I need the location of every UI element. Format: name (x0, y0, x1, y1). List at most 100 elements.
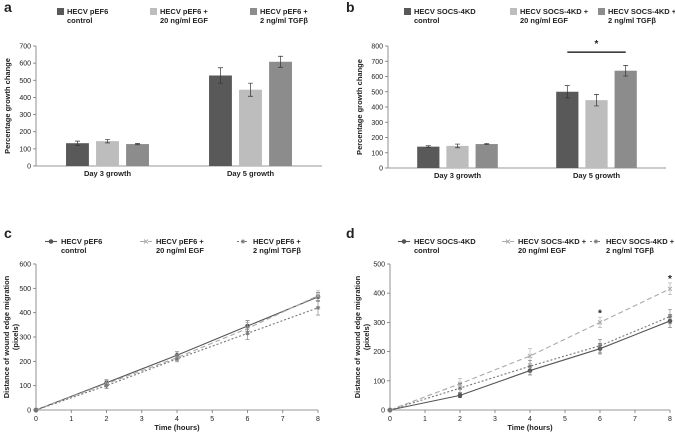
panel-a-errorbar-0-0 (74, 140, 80, 146)
panel-d-legend-marker-0 (401, 239, 407, 244)
panel-a-ytick-label-6: 600 (19, 61, 31, 68)
panel-c-legend-line1-2: HECV pEF6 + (253, 237, 301, 246)
panel-d-series-line-2 (389, 316, 671, 411)
panel-d-point-2-0 (387, 407, 393, 413)
panel-b-errorbar-0-1 (455, 143, 460, 149)
panel-d-point-2-2 (527, 364, 533, 369)
panel-c-ytick-label-5: 500 (19, 286, 31, 293)
panel-d-ytick-label-0: 0 (381, 408, 385, 415)
panel-c-xtick-label-6: 6 (246, 416, 250, 423)
panel-c-legend-marker-0 (48, 239, 54, 244)
panel-d-xtick-label-6: 6 (598, 416, 602, 423)
panel-c-xtick-label-5: 5 (210, 416, 214, 423)
panel-a-ytick-label-5: 500 (19, 78, 31, 85)
panel-c-point-2-1 (104, 383, 109, 388)
panel-b-legend-line2-1: 20 ng/ml EGF (520, 16, 568, 25)
panel-c-point-2-3 (245, 331, 250, 336)
panel-b-label: b (346, 0, 355, 15)
panel-b-errorbar-1-2 (623, 65, 629, 77)
panel-c-legend-line1-1: HECV pEF6 + (156, 237, 204, 246)
panel-d-legend-line2-2: 2 ng/ml TGFβ (606, 246, 654, 255)
panel-d-xtick-label-7: 7 (633, 416, 637, 423)
panel-d-ytick-label-3: 300 (373, 320, 385, 327)
panel-a-bar-1-2 (269, 61, 292, 167)
panel-d-point-2-1 (457, 385, 463, 391)
panel-a-category-label-1: Day 5 growth (227, 169, 275, 178)
panel-b-category-label-0: Day 3 growth (434, 171, 482, 180)
panel-b-ytick-label-8: 800 (371, 44, 383, 51)
panel-d-legend-line2-1: 20 ng/ml EGF (518, 246, 566, 255)
panel-c-ytick-label-6: 600 (19, 262, 31, 269)
panel-b-errorbar-0-0 (425, 145, 431, 148)
panel-b-errorbar-1-0 (564, 85, 570, 99)
panel-a-legend-swatch-1 (150, 8, 157, 15)
panel-b-legend-swatch-0 (404, 8, 411, 15)
panel-d-point-1-2 (527, 353, 533, 359)
panel-a-legend-line2-0: control (67, 16, 92, 25)
panel-c-point-2-4 (315, 305, 321, 310)
panel-d-legend-line1-1: HECV SOCS-4KD + (518, 237, 587, 246)
panel-d-xtick-label-5: 5 (563, 416, 567, 423)
panel-b-legend-swatch-1 (510, 8, 517, 15)
panel-c-label: c (4, 225, 12, 241)
panel-d-legend-line1-2: HECV SOCS-4KD + (606, 237, 675, 246)
panel-c-ytick-label-2: 200 (19, 359, 31, 366)
panel-c-point-2-2 (174, 356, 180, 362)
panel-c-xlabel: Time (hours) (154, 423, 200, 432)
panel-c-xtick-label-2: 2 (105, 416, 109, 423)
panel-a-legend-swatch-0 (57, 8, 64, 15)
panel-c-xtick-label-4: 4 (175, 416, 179, 423)
panel-d-legend-line2-0: control (414, 246, 439, 255)
panel-b-ylabel: Percentage growth change (355, 59, 364, 155)
panel-c-xtick-label-3: 3 (140, 416, 144, 423)
panel-a-category-label-0: Day 3 growth (84, 169, 132, 178)
panel-d-significance-star-1: * (668, 274, 672, 285)
panel-c-point-1-4 (315, 293, 321, 298)
panel-b-ytick-label-2: 200 (371, 135, 383, 142)
panel-c-xtick-label-1: 1 (69, 416, 73, 423)
panel-d-xtick-label-0: 0 (388, 416, 392, 423)
panel-a-label: a (4, 0, 12, 15)
panel-b-legend-line2-0: control (414, 16, 439, 25)
panel-b-category-label-1: Day 5 growth (573, 171, 621, 180)
panel-b-legend-swatch-2 (598, 8, 605, 15)
panel-b-ytick-label-4: 400 (371, 105, 383, 112)
panel-a-legend-line2-1: 20 ng/ml EGF (160, 16, 208, 25)
panel-b-ytick-label-5: 500 (371, 89, 383, 96)
panel-b-ytick-label-0: 0 (379, 166, 383, 173)
panel-c-legend-marker-1 (143, 239, 149, 244)
panel-a-legend-line2-2: 2 ng/ml TGFβ (260, 16, 308, 25)
panel-b-legend-line1-0: HECV SOCS-4KD (414, 7, 476, 16)
panel-d-xtick-label-4: 4 (528, 416, 532, 423)
panel-d-legend-marker-1 (505, 239, 511, 244)
panel-c-ytick-label-0: 0 (27, 408, 31, 415)
panel-d-point-1-3 (597, 320, 603, 325)
panel-c-ylabel-line1: Distance of wound edge migration (2, 275, 11, 398)
panel-a-ytick-label-2: 200 (19, 129, 31, 136)
panel-c-series-line-1 (35, 295, 319, 411)
panel-a-errorbar-1-0 (217, 67, 223, 84)
panel-a-ytick-label-0: 0 (27, 164, 31, 171)
panel-a-ytick-label-1: 100 (19, 146, 31, 153)
panel-c-legend-line1-0: HECV pEF6 (61, 237, 102, 246)
panel-d-point-0-1 (457, 393, 463, 398)
panel-d-ytick-label-4: 400 (373, 291, 385, 298)
panel-d-xlabel: Time (hours) (507, 423, 553, 432)
panel-d-xtick-label-1: 1 (423, 416, 427, 423)
panel-a-legend-line1-1: HECV pEF6 + (160, 7, 208, 16)
panel-a-ytick-label-4: 400 (19, 95, 31, 102)
panel-a-bar-1-1 (239, 89, 262, 166)
panel-c-ytick-label-3: 300 (19, 335, 31, 342)
panel-d-series-line-1 (389, 288, 671, 411)
panel-d-ytick-label-2: 200 (373, 349, 385, 356)
panel-a-errorbar-1-2 (278, 55, 284, 68)
panel-d-point-2-4 (667, 314, 673, 319)
panel-b-legend-line1-2: HECV SOCS-4KD + (608, 7, 675, 16)
panel-a-errorbar-1-1 (248, 82, 253, 97)
panel-c-legend-line2-1: 20 ng/ml EGF (156, 246, 204, 255)
panel-b-bar-1-0 (556, 91, 579, 168)
panel-b-bar-1-2 (614, 70, 637, 168)
panel-c-ytick-label-4: 400 (19, 310, 31, 317)
panel-d-xtick-label-3: 3 (493, 416, 497, 423)
